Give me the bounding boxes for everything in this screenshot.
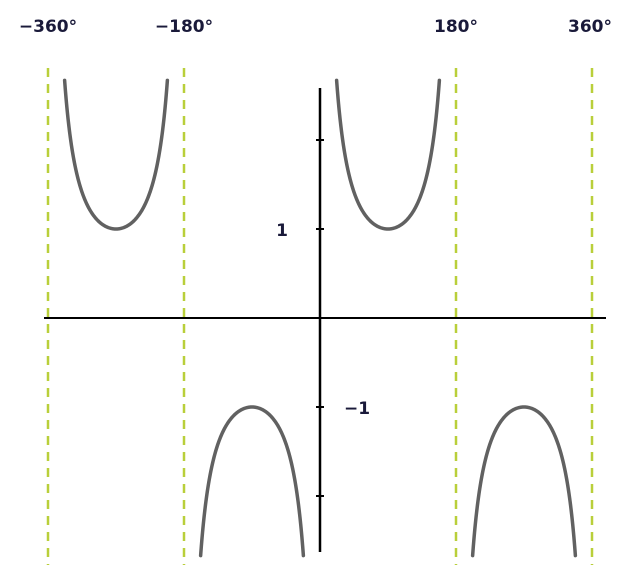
x-tick-label-neg180: −180° xyxy=(155,17,213,37)
asymptote-lines xyxy=(46,68,594,565)
cosecant-branch xyxy=(334,78,442,231)
cosecant-curves xyxy=(62,78,578,558)
cosecant-branch xyxy=(62,78,170,231)
x-tick-label-180: 180° xyxy=(434,17,478,37)
cosecant-branch xyxy=(470,405,578,558)
axes xyxy=(44,88,606,552)
y-tick-label-1: 1 xyxy=(276,221,288,241)
y-tick-marks xyxy=(316,139,324,497)
cosecant-branch xyxy=(198,405,306,558)
x-tick-label-neg360: −360° xyxy=(19,17,77,37)
x-tick-label-360: 360° xyxy=(568,17,612,37)
y-tick-label-neg1: −1 xyxy=(344,399,370,419)
